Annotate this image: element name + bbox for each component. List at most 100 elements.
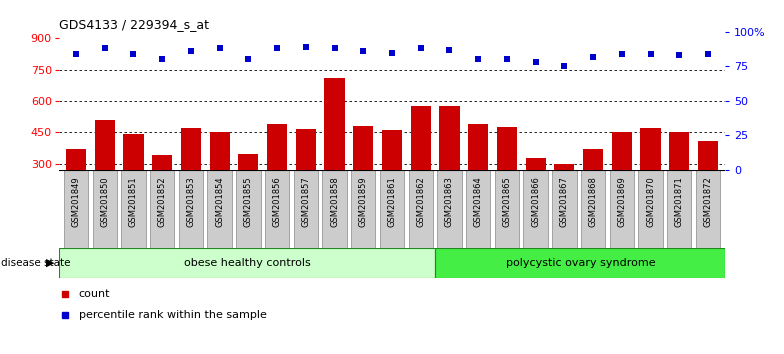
Text: GSM201871: GSM201871 bbox=[675, 176, 684, 227]
Bar bbox=[267, 124, 287, 227]
Point bbox=[213, 46, 226, 51]
Text: GSM201852: GSM201852 bbox=[158, 176, 167, 227]
Bar bbox=[495, 170, 519, 248]
Point bbox=[127, 51, 140, 57]
Text: disease state: disease state bbox=[1, 258, 74, 268]
Text: GSM201863: GSM201863 bbox=[445, 176, 454, 227]
Bar bbox=[122, 170, 146, 248]
Point bbox=[185, 48, 198, 54]
Bar bbox=[150, 170, 174, 248]
Bar bbox=[468, 124, 488, 227]
Point bbox=[443, 47, 456, 53]
Text: ▶: ▶ bbox=[46, 258, 55, 268]
Text: GSM201851: GSM201851 bbox=[129, 176, 138, 227]
Point bbox=[299, 44, 312, 50]
Point bbox=[415, 46, 427, 51]
Text: GSM201855: GSM201855 bbox=[244, 176, 253, 227]
Bar bbox=[59, 248, 435, 278]
Bar bbox=[123, 135, 143, 227]
Text: polycystic ovary syndrome: polycystic ovary syndrome bbox=[506, 258, 655, 268]
Point bbox=[328, 46, 341, 51]
Bar bbox=[238, 154, 259, 227]
Point bbox=[673, 52, 685, 58]
Bar bbox=[208, 170, 232, 248]
Bar bbox=[610, 170, 634, 248]
Bar bbox=[351, 170, 376, 248]
Bar bbox=[439, 106, 459, 227]
Point bbox=[644, 51, 657, 57]
Bar bbox=[497, 127, 517, 227]
Text: GSM201854: GSM201854 bbox=[215, 176, 224, 227]
Bar bbox=[325, 78, 345, 227]
Point bbox=[242, 57, 255, 62]
Bar bbox=[296, 129, 316, 227]
Bar bbox=[612, 132, 632, 227]
Bar bbox=[638, 170, 662, 248]
Text: GSM201862: GSM201862 bbox=[416, 176, 425, 227]
Bar bbox=[64, 170, 89, 248]
Point bbox=[156, 57, 169, 62]
Text: GSM201866: GSM201866 bbox=[531, 176, 540, 227]
Point bbox=[357, 48, 369, 54]
Bar bbox=[411, 106, 430, 227]
Bar bbox=[437, 170, 462, 248]
Text: GSM201865: GSM201865 bbox=[503, 176, 511, 227]
Point bbox=[386, 50, 398, 56]
Bar bbox=[583, 149, 603, 227]
Text: GSM201868: GSM201868 bbox=[589, 176, 597, 227]
Bar bbox=[152, 155, 172, 227]
Bar bbox=[294, 170, 318, 248]
Point bbox=[270, 46, 283, 51]
Text: GSM201856: GSM201856 bbox=[273, 176, 281, 227]
Point bbox=[501, 57, 514, 62]
Bar bbox=[354, 126, 373, 227]
Bar bbox=[435, 248, 725, 278]
Bar bbox=[93, 170, 117, 248]
Bar bbox=[670, 132, 689, 227]
Text: percentile rank within the sample: percentile rank within the sample bbox=[78, 309, 267, 320]
Point bbox=[529, 59, 542, 65]
Point bbox=[586, 54, 599, 59]
Text: GSM201870: GSM201870 bbox=[646, 176, 655, 227]
Bar bbox=[408, 170, 433, 248]
Text: GSM201857: GSM201857 bbox=[301, 176, 310, 227]
Text: GSM201872: GSM201872 bbox=[703, 176, 713, 227]
Point bbox=[702, 51, 714, 57]
Bar bbox=[66, 149, 86, 227]
Point bbox=[472, 57, 485, 62]
Point bbox=[558, 64, 571, 69]
Bar bbox=[695, 170, 720, 248]
Bar bbox=[322, 170, 347, 248]
Text: obese healthy controls: obese healthy controls bbox=[183, 258, 310, 268]
Text: GSM201869: GSM201869 bbox=[617, 176, 626, 227]
Bar bbox=[552, 170, 576, 248]
Text: count: count bbox=[78, 289, 111, 299]
Point bbox=[99, 46, 111, 51]
Bar bbox=[181, 128, 201, 227]
Bar bbox=[667, 170, 691, 248]
Text: GSM201853: GSM201853 bbox=[187, 176, 195, 227]
Bar bbox=[209, 132, 230, 227]
Bar bbox=[524, 170, 548, 248]
Text: GSM201864: GSM201864 bbox=[474, 176, 483, 227]
Bar bbox=[179, 170, 203, 248]
Point bbox=[70, 51, 82, 57]
Text: GSM201859: GSM201859 bbox=[359, 176, 368, 227]
Bar bbox=[581, 170, 605, 248]
Bar bbox=[641, 128, 661, 227]
Text: GSM201858: GSM201858 bbox=[330, 176, 339, 227]
Bar bbox=[265, 170, 289, 248]
Text: GDS4133 / 229394_s_at: GDS4133 / 229394_s_at bbox=[59, 18, 209, 31]
Bar bbox=[698, 141, 718, 227]
Bar bbox=[95, 120, 114, 227]
Bar bbox=[525, 159, 546, 227]
Text: GSM201861: GSM201861 bbox=[387, 176, 397, 227]
Text: GSM201849: GSM201849 bbox=[71, 176, 81, 227]
Bar bbox=[466, 170, 490, 248]
Bar bbox=[554, 164, 575, 227]
Text: GSM201867: GSM201867 bbox=[560, 176, 569, 227]
Bar bbox=[379, 170, 405, 248]
Bar bbox=[236, 170, 260, 248]
Bar bbox=[382, 130, 402, 227]
Point bbox=[615, 51, 628, 57]
